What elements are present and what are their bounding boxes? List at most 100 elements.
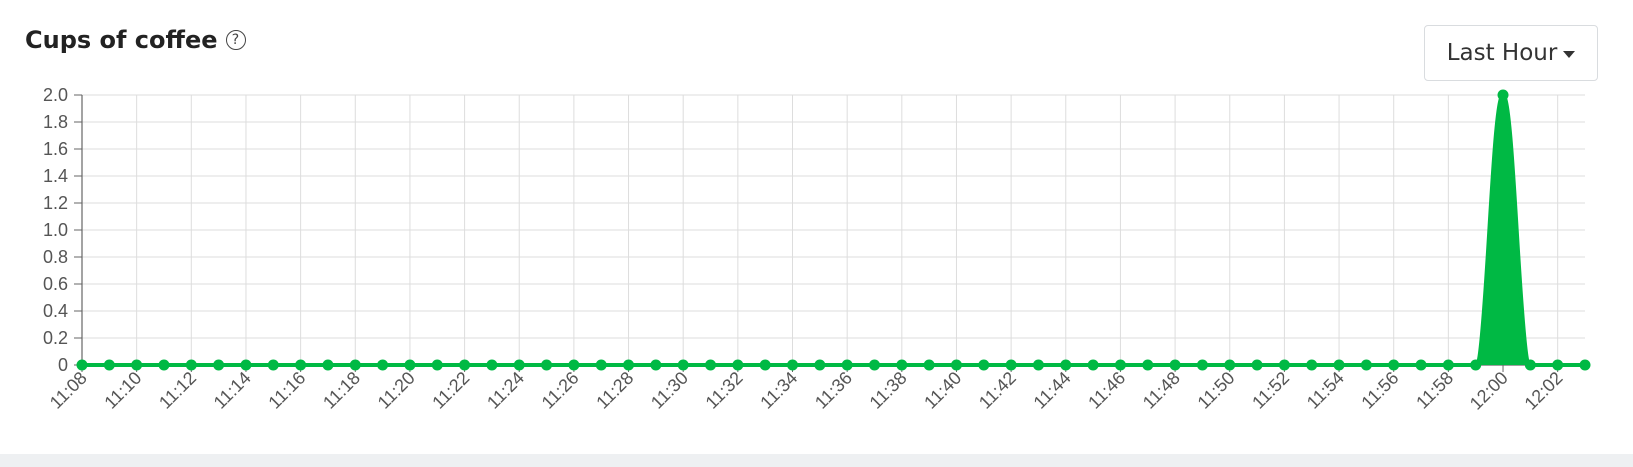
data-point: [76, 359, 88, 371]
data-point: [349, 359, 361, 371]
x-tick-label: 11:36: [811, 368, 856, 413]
x-tick-label: 11:54: [1303, 368, 1348, 413]
x-tick-label: 11:24: [483, 368, 528, 413]
series-line: [82, 93, 1585, 367]
x-tick-label: 11:38: [866, 368, 911, 413]
x-tick-label: 11:56: [1357, 368, 1402, 413]
data-point: [1114, 359, 1126, 371]
data-point: [131, 359, 143, 371]
data-point: [1552, 359, 1564, 371]
data-point: [1306, 359, 1318, 371]
x-tick-label: 11:40: [920, 368, 965, 413]
y-tick-label: 1.6: [43, 139, 68, 159]
help-icon[interactable]: ?: [225, 30, 246, 50]
data-point: [868, 359, 880, 371]
data-point: [841, 359, 853, 371]
data-point: [1196, 359, 1208, 371]
x-tick-label: 12:02: [1521, 368, 1567, 414]
data-point: [978, 359, 990, 371]
time-range-label: Last Hour: [1446, 40, 1558, 66]
data-point: [595, 359, 607, 371]
data-point: [486, 359, 498, 371]
data-point: [1524, 359, 1536, 371]
data-point: [1360, 359, 1372, 371]
y-tick-label: 1.0: [43, 220, 68, 240]
chart-card: Cups of coffee ? Last Hour 0 0.2 0.4 0.6 0.8…: [0, 0, 1633, 454]
x-tick-label: 11:50: [1194, 368, 1239, 413]
x-tick-label: 11:12: [155, 368, 200, 413]
chart-header: Cups of coffee ?: [25, 26, 246, 54]
y-tick-label: 0.4: [43, 301, 68, 321]
data-point: [568, 359, 580, 371]
data-point: [404, 359, 416, 371]
x-tick-label: 11:26: [538, 368, 583, 413]
x-tick-label: 11:42: [975, 368, 1020, 413]
x-tick-label: 11:14: [210, 368, 255, 413]
data-point: [1142, 359, 1154, 371]
data-point: [1497, 89, 1509, 101]
data-point: [1032, 359, 1044, 371]
time-range-dropdown[interactable]: Last Hour: [1424, 25, 1598, 81]
data-point: [1278, 359, 1290, 371]
x-tick-label: 11:16: [264, 368, 309, 413]
data-point: [787, 359, 799, 371]
data-point: [1579, 359, 1591, 371]
data-point: [103, 359, 115, 371]
y-tick-label: 1.2: [43, 193, 68, 213]
x-tick-label: 11:48: [1139, 368, 1184, 413]
y-tick-label: 0.2: [43, 328, 68, 348]
x-tick-label: 11:22: [428, 368, 473, 413]
chart-title: Cups of coffee: [25, 26, 218, 54]
data-point: [677, 359, 689, 371]
data-point: [759, 359, 771, 371]
data-point: [705, 359, 717, 371]
x-tick-label: 12:00: [1466, 368, 1512, 414]
data-point: [923, 359, 935, 371]
data-point: [896, 359, 908, 371]
data-point: [1005, 359, 1017, 371]
x-tick-label: 11:08: [46, 368, 91, 413]
y-tick-label: 2.0: [43, 85, 68, 105]
x-tick-label: 11:20: [374, 368, 419, 413]
data-point: [1251, 359, 1263, 371]
data-point: [295, 359, 307, 371]
x-tick-label: 11:10: [100, 368, 145, 413]
data-point: [377, 359, 389, 371]
x-tick-label: 11:58: [1412, 368, 1457, 413]
data-point: [1388, 359, 1400, 371]
x-tick-label: 11:52: [1248, 368, 1293, 413]
data-point: [732, 359, 744, 371]
x-tick-label: 11:28: [592, 368, 637, 413]
data-point: [1224, 359, 1236, 371]
y-tick-label: 1.8: [43, 112, 68, 132]
data-point: [623, 359, 635, 371]
data-point: [1442, 359, 1454, 371]
data-point: [1470, 359, 1482, 371]
data-point: [240, 359, 252, 371]
data-point: [814, 359, 826, 371]
x-tick-label: 11:34: [756, 368, 801, 413]
y-tick-label: 0: [58, 355, 68, 375]
x-tick-label: 11:30: [647, 368, 692, 413]
data-point: [459, 359, 471, 371]
y-tick-label: 0.6: [43, 274, 68, 294]
data-point: [1415, 359, 1427, 371]
data-point: [213, 359, 225, 371]
data-point: [950, 359, 962, 371]
data-point: [322, 359, 334, 371]
data-point: [431, 359, 443, 371]
x-tick-label: 11:18: [319, 368, 364, 413]
data-point: [185, 359, 197, 371]
x-tick-label: 11:46: [1084, 368, 1129, 413]
data-point: [513, 359, 525, 371]
data-point: [1060, 359, 1072, 371]
data-point: [1333, 359, 1345, 371]
y-tick-label: 0.8: [43, 247, 68, 267]
data-point: [541, 359, 553, 371]
data-point: [267, 359, 279, 371]
data-point: [158, 359, 170, 371]
y-tick-label: 1.4: [43, 166, 68, 186]
line-chart: 00.20.40.60.81.01.21.41.61.82.011:08 11:1…: [43, 85, 1591, 414]
data-point: [650, 359, 662, 371]
data-point: [1087, 359, 1099, 371]
